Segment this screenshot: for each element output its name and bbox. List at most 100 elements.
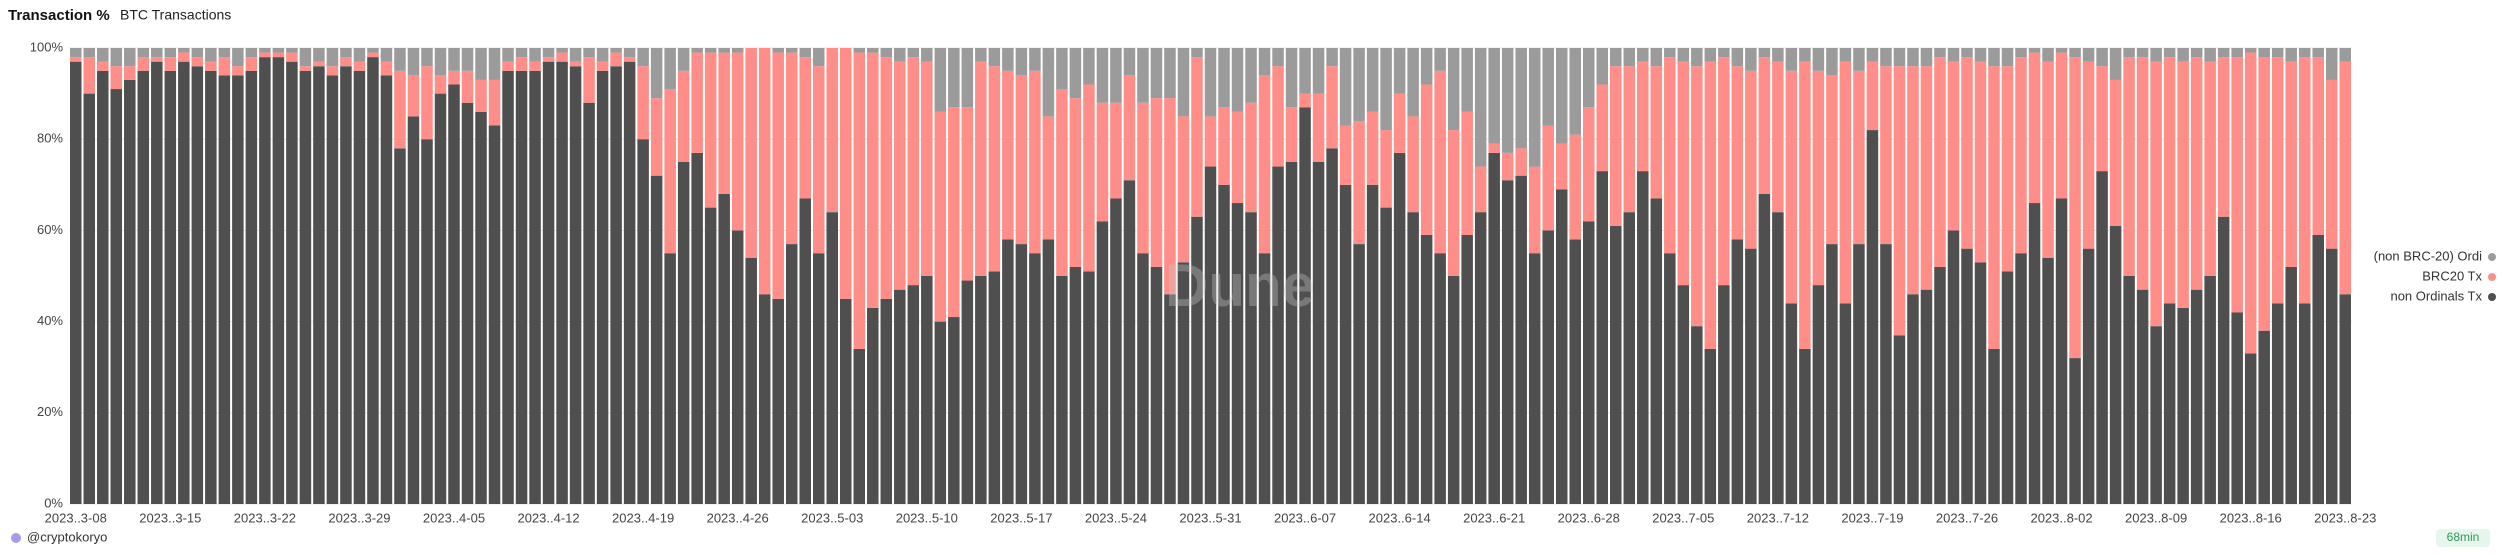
bar-segment (637, 139, 649, 504)
bar-segment (515, 70, 528, 505)
bar-segment (1015, 48, 1028, 76)
bar-segment (205, 61, 217, 71)
bar-segment (988, 48, 1001, 67)
bar-segment (2231, 57, 2243, 313)
bar-segment (934, 48, 947, 112)
x-tick-label: 2023..7-12 (1747, 510, 1809, 525)
bar-segment (1407, 48, 1419, 117)
bar-segment (569, 66, 582, 505)
bar-segment (2312, 48, 2324, 58)
bar-segment (380, 48, 393, 62)
bar-segment (867, 52, 879, 308)
bar-segment (2136, 289, 2149, 504)
bar-segment (2015, 48, 2027, 58)
bar-segment (1704, 48, 1717, 62)
bar-segment (1434, 48, 1446, 71)
bar-segment (1461, 48, 1473, 112)
x-tick-label: 2023..5-17 (990, 510, 1052, 525)
bar-segment (2150, 48, 2162, 62)
bar-segment (2177, 61, 2189, 308)
bar-segment (2271, 57, 2284, 304)
bar-segment (2069, 358, 2081, 504)
bar-segment (191, 66, 204, 505)
bar-segment (1664, 253, 1676, 504)
bar-segment (1218, 184, 1230, 505)
x-tick-label: 2023..4-12 (517, 510, 579, 525)
bar-segment (1110, 48, 1122, 103)
chart-title: Transaction % (8, 7, 110, 24)
bar-segment (1474, 166, 1487, 213)
bar-segment (975, 61, 987, 277)
bar-segment (137, 70, 150, 505)
bar-segment (1285, 48, 1298, 108)
bar-segment (2339, 48, 2351, 62)
bar-segment (191, 57, 204, 67)
bar-segment (502, 70, 514, 505)
bar-segment (542, 57, 555, 62)
bar-segment (1326, 66, 1338, 149)
bar-segment (1096, 102, 1109, 222)
bar-segment (1042, 116, 1055, 240)
bar-segment (475, 79, 487, 112)
bar-segment (367, 52, 379, 58)
bar-segment (205, 48, 217, 62)
bar-segment (137, 57, 150, 71)
bar-segment (529, 61, 541, 71)
y-tick-label: 0% (44, 495, 63, 510)
legend-label: (non BRC-20) Ordi (2374, 248, 2482, 263)
bar-segment (1258, 253, 1271, 504)
bar-segment (2082, 48, 2095, 62)
bar-segment (488, 79, 501, 126)
bar-segment (1799, 61, 1811, 349)
bar-segment (542, 48, 555, 58)
x-tick-label: 2023..6-21 (1463, 510, 1525, 525)
bar-segment (1839, 61, 1852, 304)
bar-segment (1339, 48, 1352, 126)
bar-segment (1826, 48, 1838, 76)
bar-segment (1745, 248, 1757, 504)
bar-segment (1461, 111, 1473, 235)
bar-segment (70, 57, 82, 62)
bar-segment (610, 52, 622, 67)
bar-segment (2204, 61, 2216, 277)
bar-segment (1637, 48, 1649, 62)
bar-segment (488, 48, 501, 80)
bar-segment (556, 48, 568, 53)
bar-segment (353, 48, 366, 62)
bar-segment (1650, 48, 1663, 67)
bar-segment (1393, 93, 1406, 153)
bar-segment (2123, 276, 2135, 504)
bar-segment (1961, 57, 1973, 249)
x-tick-label: 2023..8-16 (2220, 510, 2282, 525)
bar-segment (2163, 303, 2176, 504)
bar-segment (232, 48, 244, 67)
bar-segment (921, 48, 933, 62)
bar-segment (894, 289, 906, 504)
bar-segment (1907, 66, 1919, 295)
bar-segment (2015, 253, 2027, 504)
bar-segment (1164, 98, 1176, 295)
bar-segment (677, 70, 690, 162)
bar-segment (394, 148, 406, 504)
bar-segment (259, 48, 271, 53)
bar-segment (1731, 66, 1744, 240)
bar-segment (326, 66, 339, 76)
bar-segment (2150, 61, 2162, 327)
bar-segment (1191, 216, 1203, 504)
bar-segment (1582, 48, 1595, 108)
bar-segment (1150, 266, 1163, 504)
bar-segment (1582, 221, 1595, 504)
bar-segment (1029, 70, 1041, 254)
bar-segment (1056, 48, 1068, 90)
x-tick-label: 2023..6-28 (1558, 510, 1620, 525)
bar-segment (380, 75, 393, 505)
bar-segment (515, 57, 528, 71)
bar-segment (1501, 180, 1514, 505)
bar-segment (691, 48, 703, 53)
bar-segment (718, 52, 730, 194)
bar-segment (1326, 48, 1338, 67)
bar-segment (704, 48, 717, 53)
bar-segment (812, 253, 825, 504)
x-tick-label: 2023..4-26 (707, 510, 769, 525)
